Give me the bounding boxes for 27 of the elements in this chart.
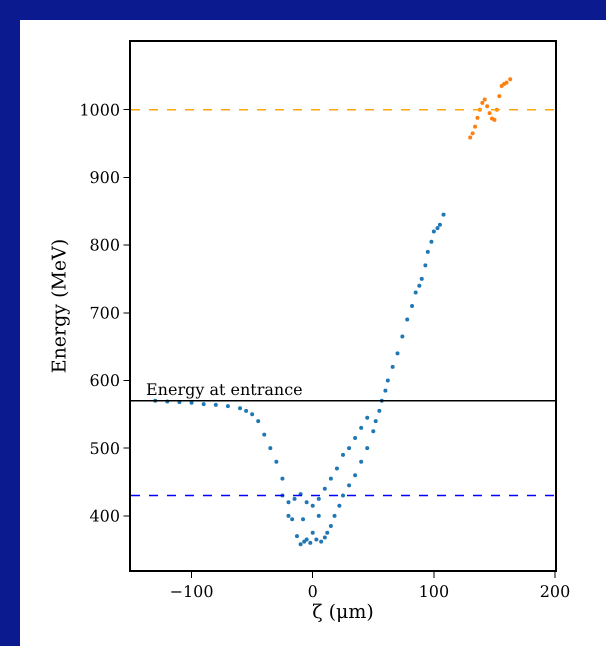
y-tick-label: 1000 [79, 100, 120, 120]
x-tick-label: 200 [540, 582, 570, 601]
point [492, 118, 496, 122]
x-tick-label: 0 [308, 582, 318, 601]
y-tick-label: 900 [90, 168, 120, 187]
point [473, 124, 478, 129]
point [497, 94, 502, 98]
point [470, 131, 475, 136]
point [488, 111, 492, 116]
point [508, 77, 512, 82]
ref-line-label: Energy at entrance [146, 380, 303, 399]
x-axis-title: ζ (μm) [312, 600, 374, 623]
point [504, 80, 509, 85]
point [480, 100, 484, 105]
point [500, 84, 504, 88]
y-tick-label: 400 [90, 506, 120, 526]
point [468, 135, 472, 140]
y-tick-label: 700 [90, 303, 120, 322]
point [485, 104, 490, 108]
x-tick-label: 100 [418, 582, 450, 601]
y-tick-label: 500 [90, 438, 120, 458]
point [482, 98, 487, 102]
point [475, 116, 480, 120]
x-tick-label: −100 [170, 582, 214, 601]
y-tick-label: 800 [90, 236, 120, 255]
y-axis-title: Energy (MeV) [48, 238, 71, 374]
y-tick-label: 600 [90, 371, 120, 390]
